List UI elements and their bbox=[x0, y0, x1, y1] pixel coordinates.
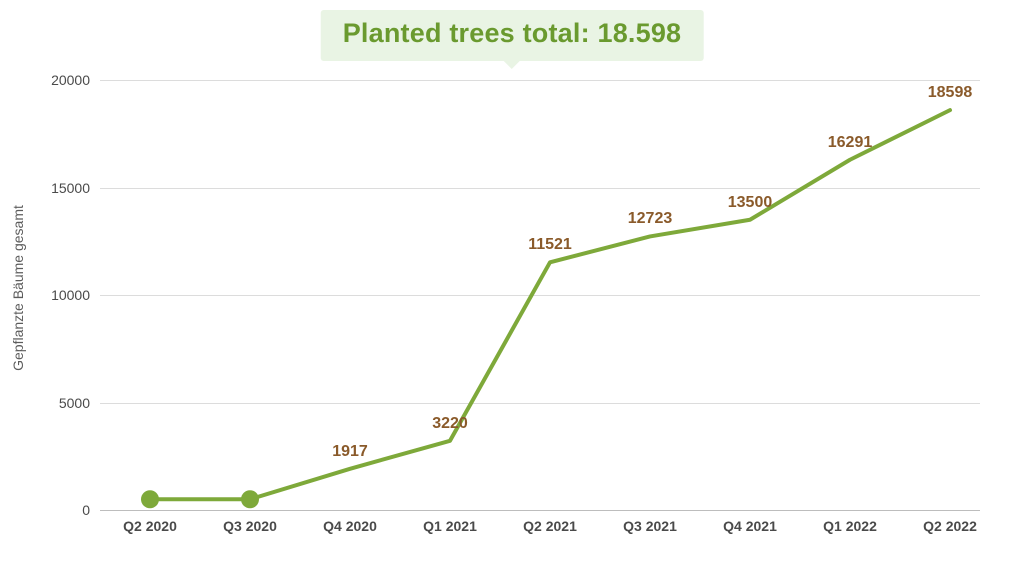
chart-title-box: Planted trees total: 18.598 bbox=[321, 10, 704, 61]
x-tick-label: Q2 2020 bbox=[123, 510, 177, 534]
y-tick-label: 15000 bbox=[51, 180, 100, 196]
y-tick-label: 20000 bbox=[51, 72, 100, 88]
x-tick-label: Q1 2022 bbox=[823, 510, 877, 534]
x-tick-label: Q1 2021 bbox=[423, 510, 477, 534]
chart-title: Planted trees total: 18.598 bbox=[343, 18, 682, 48]
x-tick-label: Q4 2021 bbox=[723, 510, 777, 534]
data-label: 12723 bbox=[628, 210, 673, 228]
data-label: 16291 bbox=[828, 134, 873, 152]
data-marker bbox=[241, 490, 259, 508]
y-tick-label: 10000 bbox=[51, 287, 100, 303]
data-label: 13500 bbox=[728, 194, 773, 212]
x-tick-label: Q3 2020 bbox=[223, 510, 277, 534]
y-tick-label: 5000 bbox=[59, 395, 100, 411]
y-tick-label: 0 bbox=[82, 502, 100, 518]
plot-area: 05000100001500020000Q2 2020Q3 2020Q4 202… bbox=[100, 80, 980, 510]
data-label: 3220 bbox=[432, 415, 468, 433]
x-tick-label: Q4 2020 bbox=[323, 510, 377, 534]
data-label: 1917 bbox=[332, 443, 368, 461]
data-marker bbox=[141, 490, 159, 508]
chart-container: Planted trees total: 18.598 Gepflanzte B… bbox=[0, 0, 1024, 576]
series-line bbox=[150, 110, 950, 499]
x-tick-label: Q3 2021 bbox=[623, 510, 677, 534]
x-tick-label: Q2 2022 bbox=[923, 510, 977, 534]
x-tick-label: Q2 2021 bbox=[523, 510, 577, 534]
data-label: 18598 bbox=[928, 84, 973, 102]
data-label: 11521 bbox=[528, 236, 572, 254]
y-axis-label: Gepflanzte Bäume gesamt bbox=[10, 205, 26, 371]
